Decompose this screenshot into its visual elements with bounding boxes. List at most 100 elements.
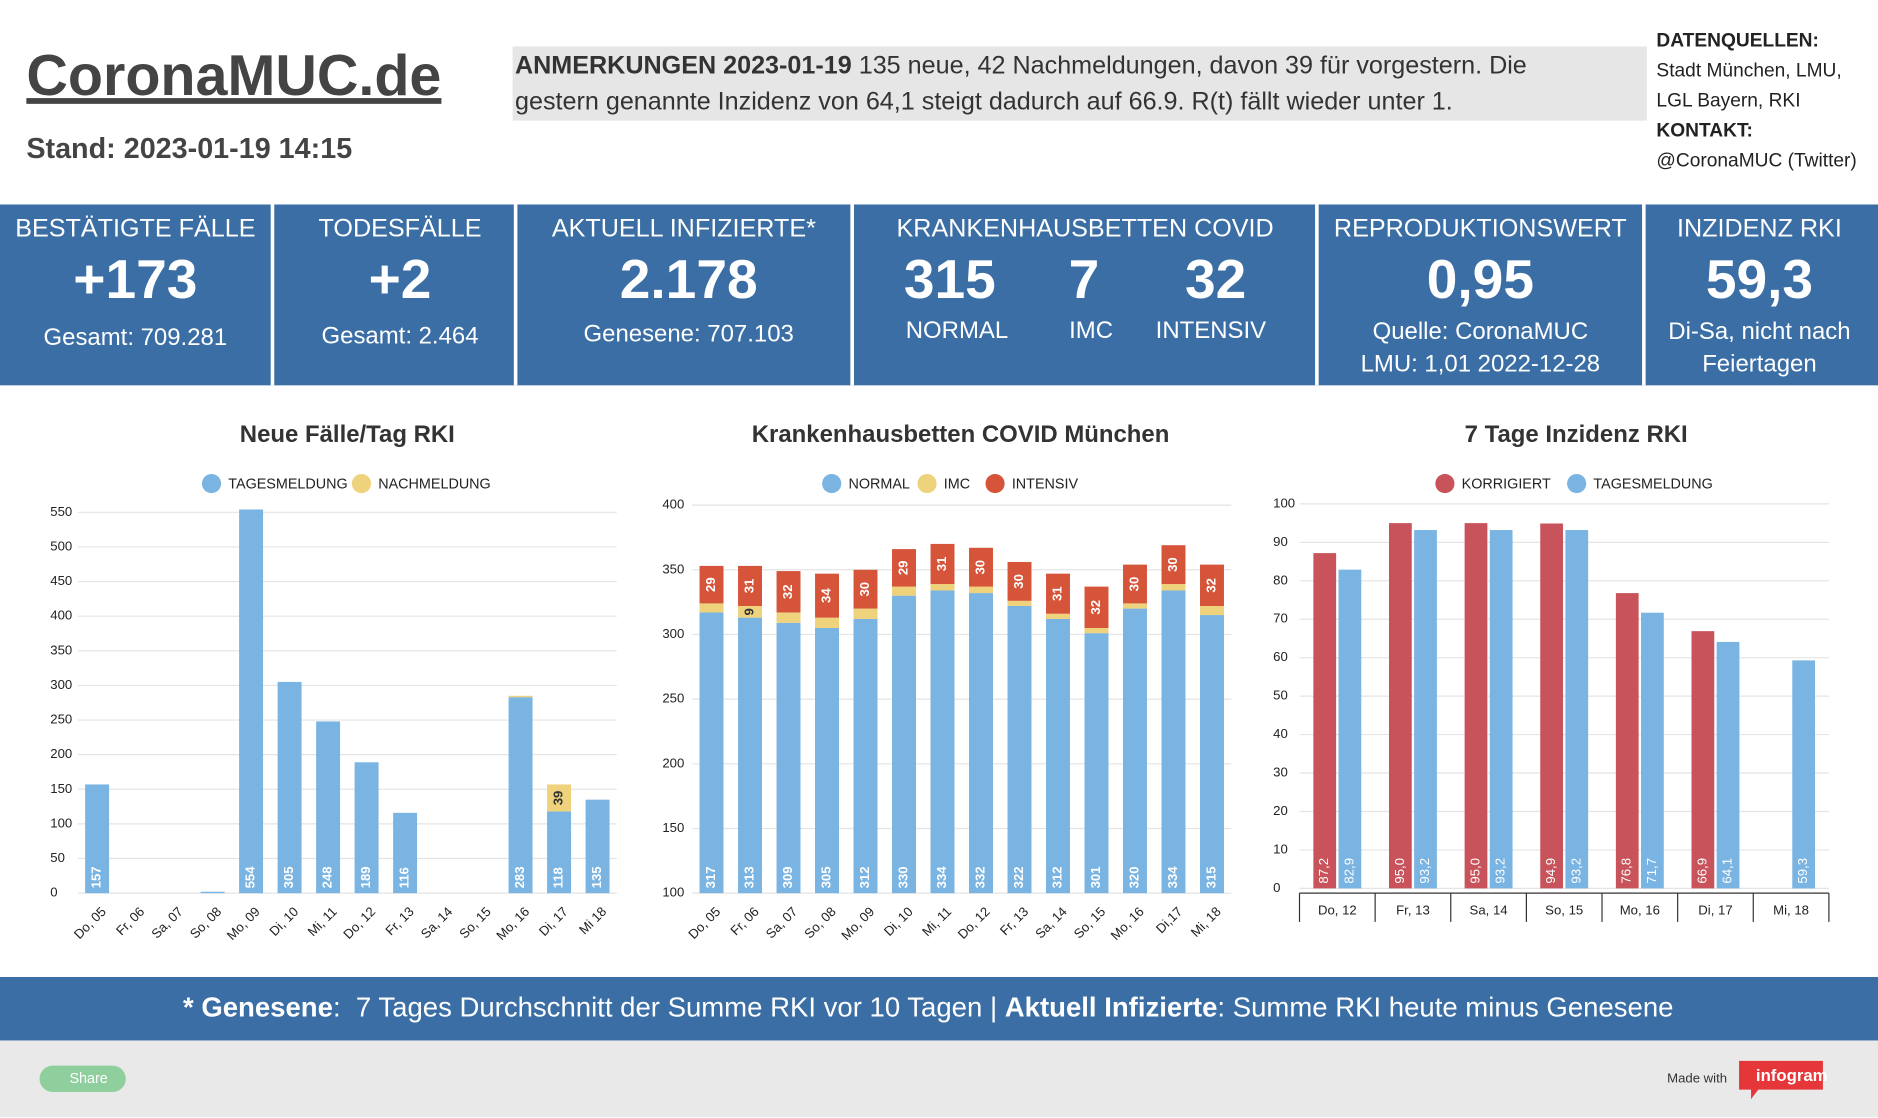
kpi-sub: Gesamt: 2.464 [322,323,479,350]
bar [892,586,916,596]
y-tick-label: 350 [662,561,684,576]
bar [1388,523,1412,889]
y-tick-label: 150 [662,820,684,835]
y-tick-label: 250 [50,712,72,727]
share-label[interactable]: Share [69,1071,107,1087]
kpi-label: BESTÄTIGTE FÄLLE [15,214,255,242]
kpi-sub: LMU: 1,01 2022-12-28 [1361,350,1601,377]
bar [1046,618,1070,894]
data-label: 116 [397,867,412,888]
contact[interactable]: @CoronaMUC (Twitter) [1656,150,1856,171]
bar [1464,523,1488,889]
data-label: 322 [1011,866,1026,888]
source: Stadt München, LMU, [1656,61,1841,82]
bar [393,812,418,894]
bar [1691,631,1715,889]
y-tick-label: 250 [662,691,684,706]
legend-label: TAGESMELDUNG [1593,477,1712,493]
bar [1007,562,1032,601]
data-label: 334 [934,866,949,889]
kpi-value: +173 [73,248,197,310]
data-label: 59,3 [1795,858,1810,884]
data-label: 95,0 [1392,858,1407,884]
legend-swatch [1435,473,1455,494]
footer-text: * Genesene: 7 Tages Durchschnitt der Sum… [183,992,1673,1023]
data-label: 31 [934,557,949,572]
kpi-sub: INTENSIV [1156,317,1266,344]
x-tick-label: Mi, 18 [1773,903,1809,918]
data-label: 189 [358,866,373,888]
data-label: 76,8 [1619,858,1634,884]
data-label: 39 [551,791,566,806]
bar [1792,660,1816,889]
bar [738,565,762,606]
y-tick-label: 0 [50,885,57,900]
y-tick-label: 300 [662,626,684,641]
data-label: 334 [1165,866,1180,889]
bar [1123,603,1147,609]
data-label: 305 [281,866,296,888]
y-tick-label: 20 [1273,803,1288,818]
legend-swatch [201,473,222,494]
y-tick-label: 150 [50,781,72,796]
bar [776,612,801,623]
bar [892,549,916,587]
bar [699,565,724,604]
bar [699,603,724,613]
data-label: 9 [742,608,757,615]
kpi-value: 315 [904,248,996,310]
data-label: 248 [320,866,335,888]
y-tick-label: 50 [50,850,65,865]
bar [316,721,341,894]
legend-label: INTENSIV [1012,477,1079,493]
data-label: 93,2 [1568,858,1583,884]
chart-title: Krankenhausbetten COVID München [752,421,1170,448]
kpi-value: 0,95 [1427,248,1534,310]
y-tick-label: 400 [662,497,684,512]
sources-title: DATENQUELLEN: [1656,31,1818,52]
y-tick-label: 550 [50,504,72,519]
bar [1716,641,1740,889]
data-label: 31 [742,579,757,594]
data-label: 95,0 [1467,858,1482,884]
x-tick-label: So, 15 [1545,903,1583,918]
bar [1084,627,1109,634]
y-tick-label: 100 [1273,495,1295,510]
data-label: 312 [1049,866,1064,888]
bar [1200,605,1224,616]
y-tick-label: 80 [1273,572,1288,587]
footer-part: : Summe RKI heute minus Genesene [1217,992,1673,1023]
brand-tag[interactable] [1739,1060,1823,1100]
kpi-sub: NORMAL [906,317,1008,344]
kpi-value: 32 [1185,248,1246,310]
legend-label: NORMAL [848,477,909,493]
legend-swatch [985,473,1005,494]
bar [354,762,379,894]
kpi-label: AKTUELL INFIZIERTE* [552,214,816,242]
legend-label: IMC [944,477,970,493]
share-button[interactable] [39,1065,126,1092]
bar [776,622,801,894]
bar [969,593,993,894]
bar [1123,608,1147,894]
data-label: 32 [1088,600,1103,615]
bar [1615,593,1639,889]
brand[interactable]: infogram [1756,1066,1828,1085]
data-label: 30 [857,582,872,597]
legend-label: NACHMELDUNG [378,477,491,493]
site-title[interactable]: CoronaMUC.de [26,44,441,108]
bar [1489,530,1513,889]
legend-swatch [822,473,842,494]
note-box [512,46,1647,121]
bar [1565,530,1589,889]
legend-label: TAGESMELDUNG [228,477,347,493]
footer-bold: Aktuell Infizierte [1005,992,1218,1023]
legend-swatch [917,473,937,494]
y-tick-label: 100 [50,815,72,830]
bar [892,595,916,894]
legend-label: KORRIGIERT [1462,477,1551,493]
data-label: 135 [589,866,604,888]
bar [1161,584,1186,591]
y-tick-label: 90 [1273,534,1288,549]
